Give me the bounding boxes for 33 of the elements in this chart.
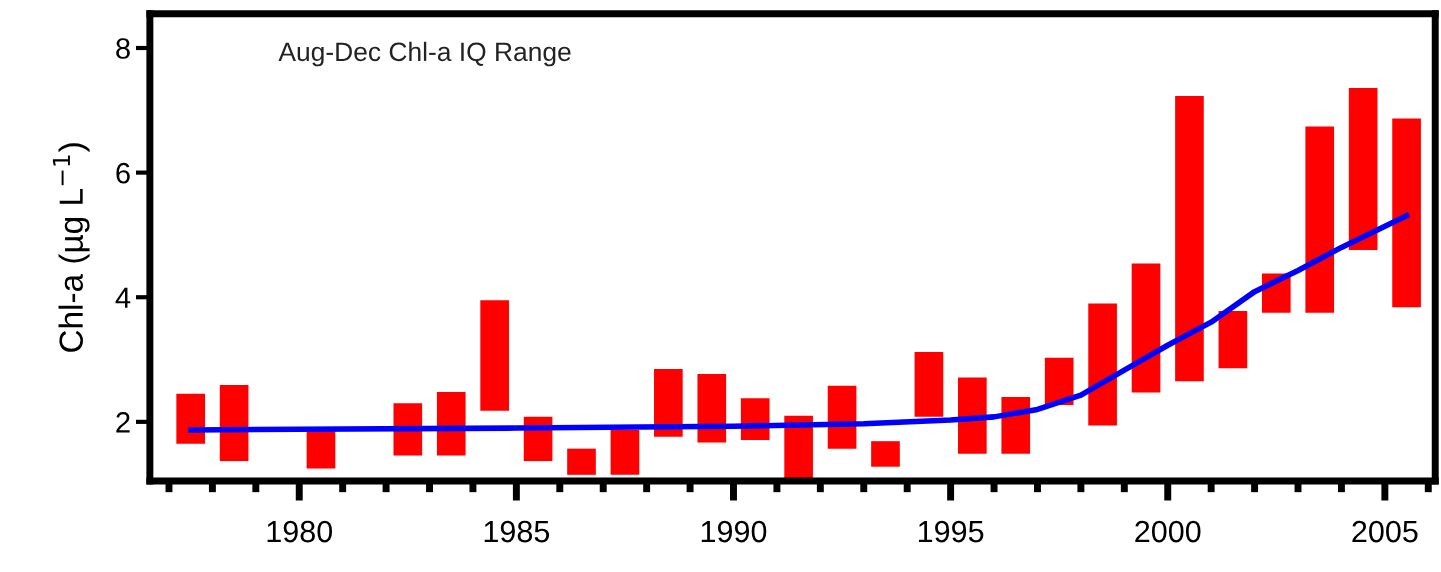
y-tick-label: 2	[116, 412, 130, 433]
bar	[914, 352, 944, 417]
bar	[871, 441, 900, 467]
bar	[1175, 95, 1204, 382]
bar	[176, 393, 206, 444]
bar	[1088, 303, 1117, 426]
bar	[1218, 310, 1248, 369]
bar	[567, 448, 596, 475]
bar	[610, 429, 640, 475]
y-axis-title: Chl-a (µg L$^{−1}$)	[52, 143, 90, 352]
bar	[1392, 118, 1421, 308]
bar	[306, 431, 336, 469]
y-tick-label: 8	[116, 38, 130, 59]
x-tick-label: 1985	[484, 520, 550, 543]
x-tick-label: 2000	[1135, 520, 1201, 543]
bar	[1044, 357, 1074, 406]
bar	[219, 385, 249, 462]
bar	[654, 368, 683, 437]
y-tick-label: 6	[116, 162, 130, 184]
y-tick-label: 4	[115, 287, 131, 308]
bar	[697, 373, 727, 443]
bar	[1348, 87, 1378, 250]
bar	[958, 377, 987, 454]
x-tick-label: 1980	[267, 520, 333, 543]
x-tick-label: 1990	[701, 520, 767, 543]
bar	[1131, 263, 1161, 393]
x-tick-label: 2005	[1352, 520, 1418, 543]
bar	[436, 391, 466, 456]
bar	[480, 300, 509, 411]
text: Aug-Dec Chl-a IQ Range	[278, 41, 571, 67]
x-tick-label: 1995	[918, 520, 984, 543]
bar	[1305, 126, 1335, 313]
bar	[1001, 396, 1031, 454]
